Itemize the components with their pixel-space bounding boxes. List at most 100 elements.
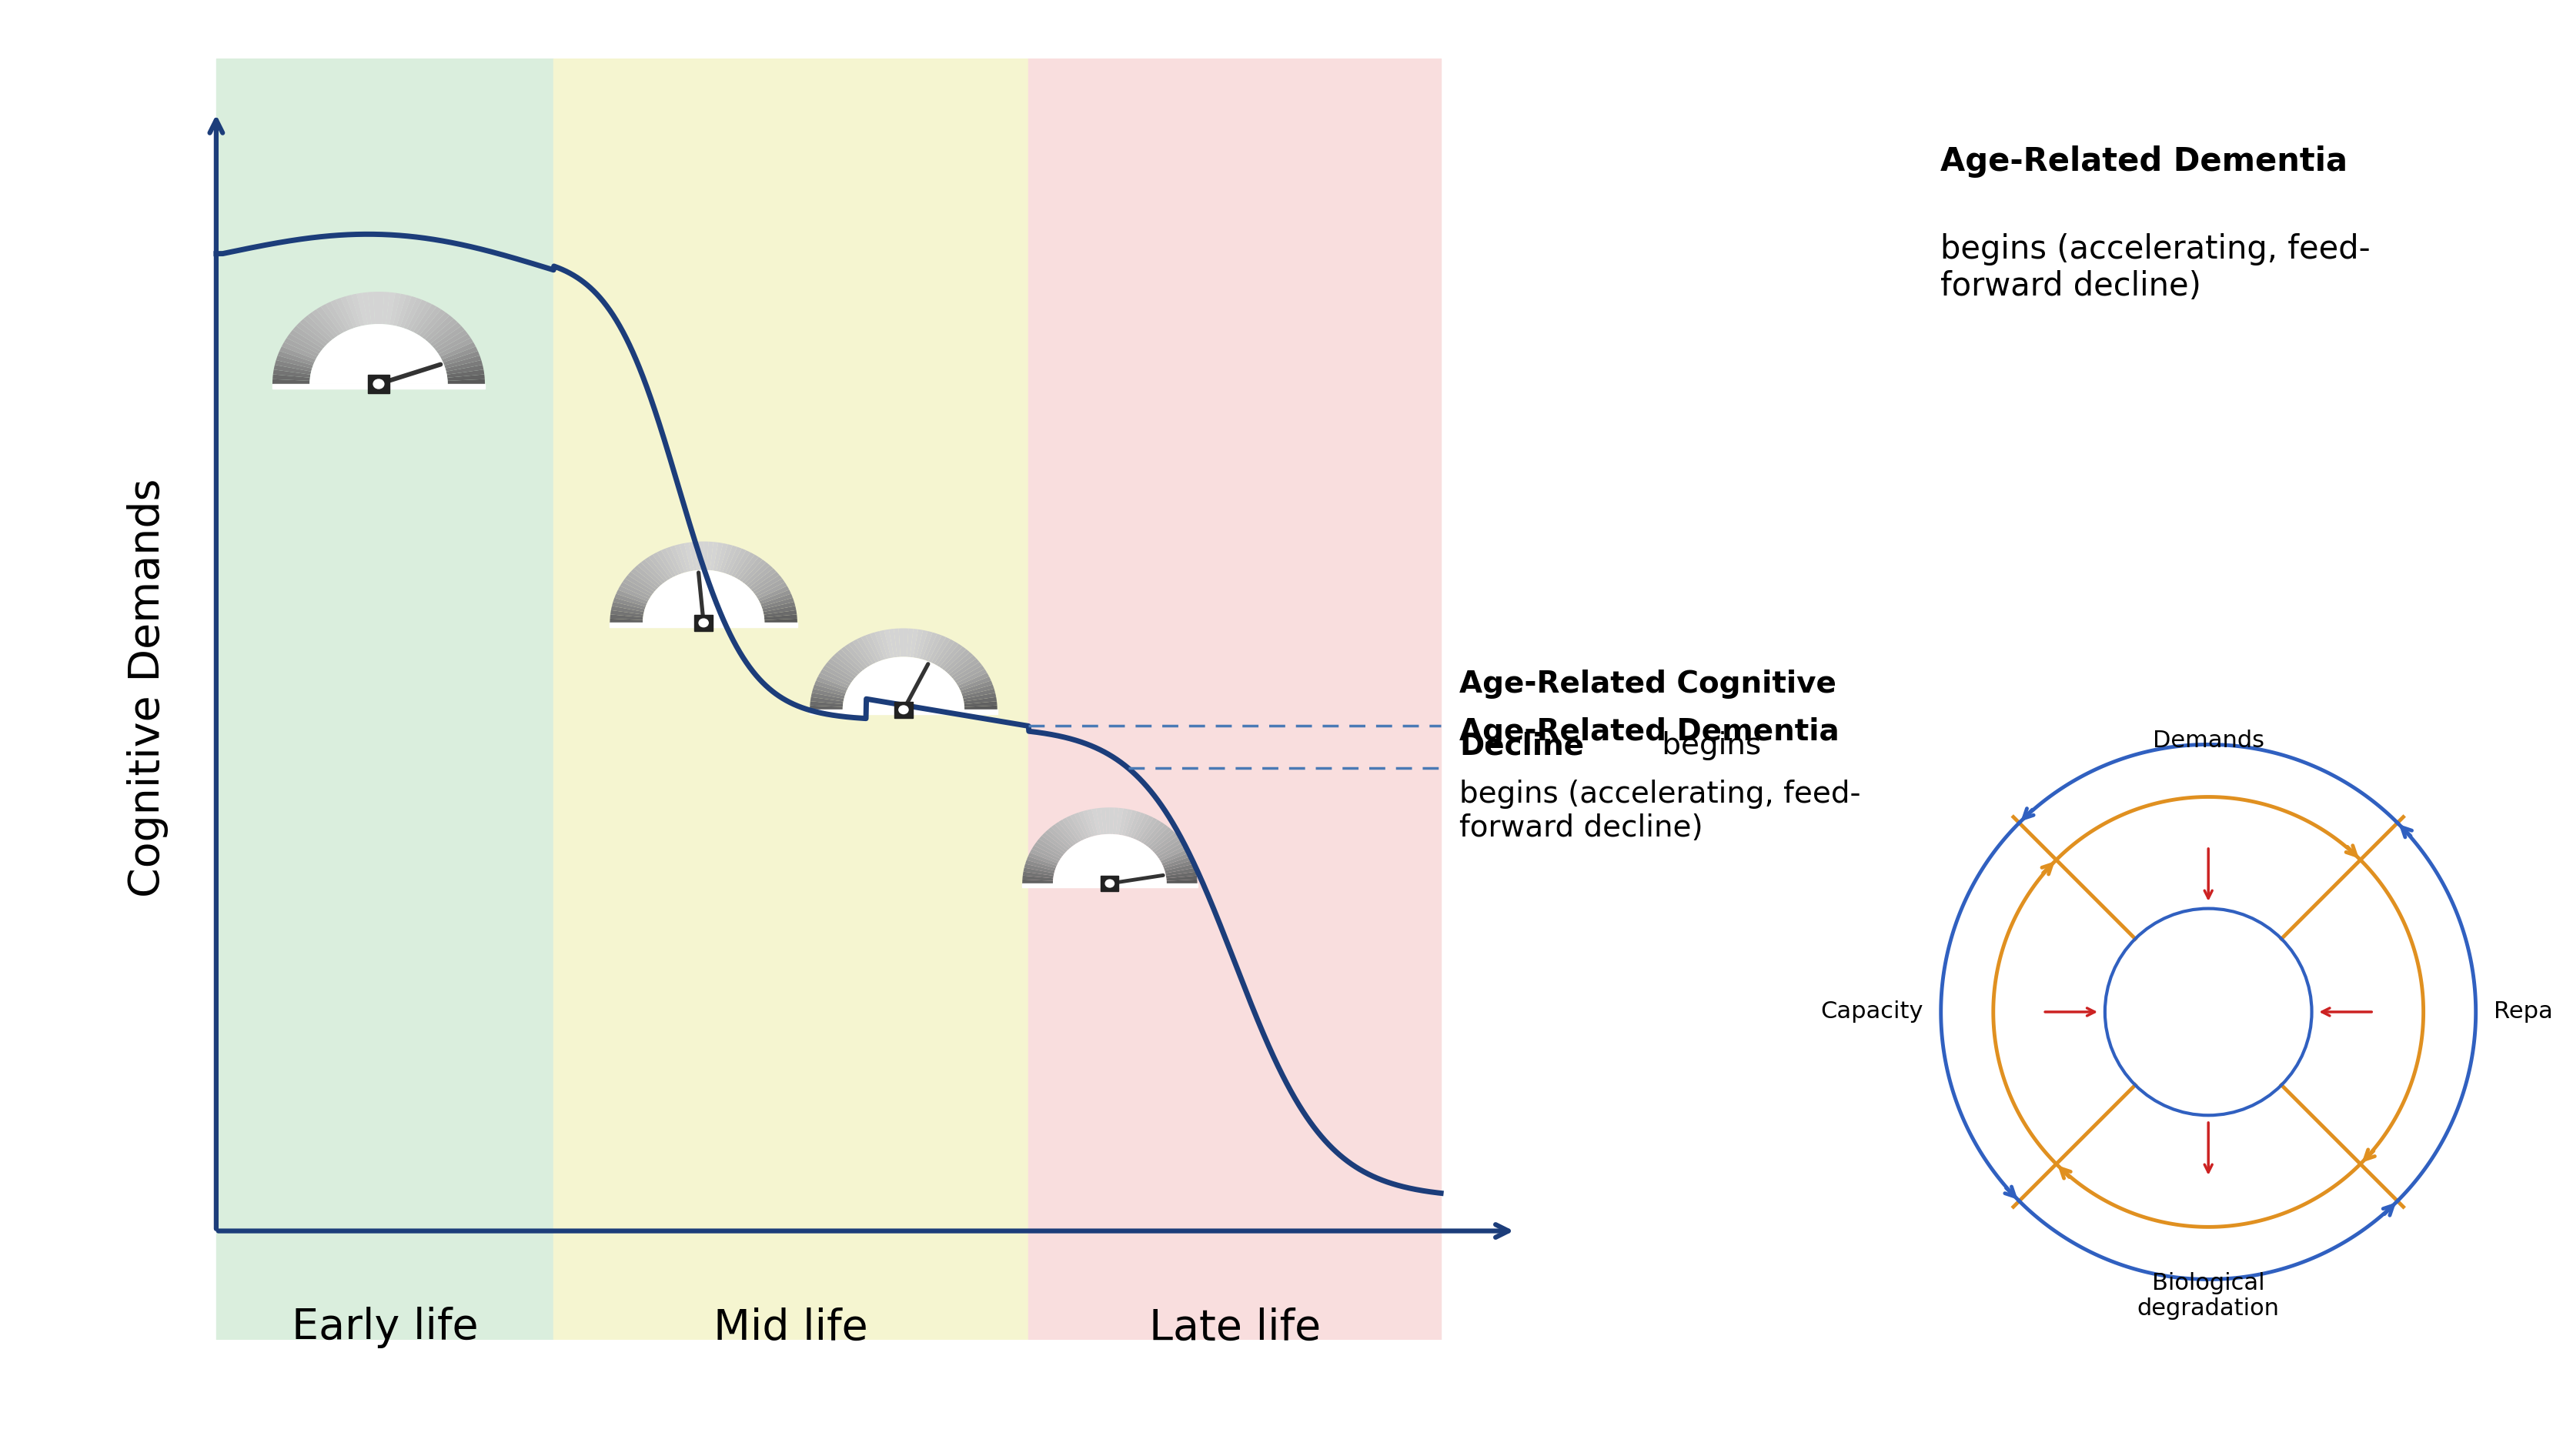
Text: Decline: Decline (1460, 731, 1585, 760)
Wedge shape (434, 329, 467, 351)
Text: begins: begins (1652, 731, 1762, 760)
Wedge shape (820, 668, 850, 686)
Circle shape (373, 380, 383, 389)
Wedge shape (960, 680, 993, 693)
Wedge shape (610, 606, 643, 614)
Wedge shape (447, 374, 485, 381)
Wedge shape (396, 294, 411, 328)
Wedge shape (722, 546, 738, 574)
Wedge shape (814, 680, 848, 693)
Wedge shape (334, 298, 355, 329)
Wedge shape (1052, 824, 1075, 847)
Wedge shape (1021, 875, 1054, 881)
Wedge shape (661, 549, 679, 575)
Wedge shape (401, 296, 416, 328)
Wedge shape (431, 326, 465, 349)
Wedge shape (1154, 836, 1179, 855)
Wedge shape (276, 360, 311, 371)
Wedge shape (278, 347, 317, 363)
Wedge shape (812, 684, 845, 696)
Wedge shape (940, 644, 962, 668)
Wedge shape (403, 298, 421, 329)
Polygon shape (809, 709, 998, 713)
Wedge shape (717, 543, 728, 572)
Wedge shape (648, 555, 671, 579)
Wedge shape (947, 652, 973, 674)
Wedge shape (327, 301, 347, 332)
Wedge shape (1029, 849, 1059, 863)
Wedge shape (837, 649, 863, 673)
Wedge shape (1141, 820, 1162, 843)
Wedge shape (700, 542, 705, 569)
Wedge shape (689, 542, 697, 571)
Wedge shape (1062, 818, 1082, 842)
Wedge shape (1149, 830, 1174, 850)
Wedge shape (817, 677, 848, 690)
Wedge shape (809, 697, 842, 705)
Wedge shape (1164, 860, 1195, 871)
Wedge shape (919, 630, 932, 660)
Text: Cognitive Demands: Cognitive Demands (128, 479, 168, 897)
Wedge shape (952, 662, 983, 681)
Wedge shape (411, 301, 431, 332)
Wedge shape (758, 590, 791, 604)
Wedge shape (610, 614, 643, 620)
Circle shape (1105, 879, 1113, 887)
Wedge shape (817, 673, 850, 689)
Wedge shape (830, 655, 858, 677)
Wedge shape (1047, 827, 1072, 849)
Wedge shape (1105, 808, 1111, 834)
Wedge shape (745, 562, 771, 585)
Bar (554, 58, 1029, 1340)
Wedge shape (1167, 879, 1197, 884)
Wedge shape (641, 559, 666, 584)
Wedge shape (442, 347, 477, 363)
Wedge shape (373, 291, 378, 325)
Wedge shape (1037, 839, 1065, 856)
Wedge shape (276, 355, 314, 368)
Wedge shape (1139, 818, 1157, 842)
Text: Repair: Repair (2494, 1000, 2553, 1024)
Wedge shape (1042, 833, 1067, 852)
Wedge shape (444, 360, 483, 371)
Wedge shape (738, 555, 758, 579)
Wedge shape (623, 578, 654, 597)
Wedge shape (352, 294, 365, 326)
Bar (1029, 58, 1440, 1340)
Wedge shape (876, 630, 888, 660)
Wedge shape (666, 547, 682, 575)
Wedge shape (1054, 823, 1077, 844)
Wedge shape (656, 550, 677, 577)
Wedge shape (296, 322, 327, 347)
Wedge shape (1026, 860, 1057, 871)
Wedge shape (306, 312, 334, 339)
Wedge shape (1031, 846, 1059, 860)
Text: Demands: Demands (2152, 729, 2265, 751)
Wedge shape (929, 635, 947, 662)
Wedge shape (414, 304, 437, 333)
Wedge shape (1039, 836, 1065, 855)
Wedge shape (825, 662, 855, 681)
Wedge shape (1070, 814, 1088, 840)
Text: Capacity: Capacity (1820, 1000, 1922, 1024)
Wedge shape (416, 307, 442, 335)
Wedge shape (763, 610, 797, 617)
Wedge shape (1118, 808, 1128, 836)
Wedge shape (922, 632, 937, 661)
Wedge shape (643, 558, 669, 582)
Bar (894, 702, 914, 718)
Wedge shape (345, 294, 360, 328)
Wedge shape (437, 333, 470, 354)
Wedge shape (383, 291, 391, 325)
Wedge shape (1067, 815, 1085, 840)
Wedge shape (439, 338, 472, 357)
Wedge shape (1167, 872, 1197, 878)
Wedge shape (761, 594, 794, 607)
Wedge shape (1123, 810, 1136, 837)
Wedge shape (439, 342, 475, 360)
Wedge shape (965, 706, 998, 709)
Wedge shape (299, 319, 329, 344)
Wedge shape (638, 562, 664, 585)
Wedge shape (620, 582, 651, 598)
Text: Age-Related Dementia: Age-Related Dementia (1940, 146, 2346, 178)
